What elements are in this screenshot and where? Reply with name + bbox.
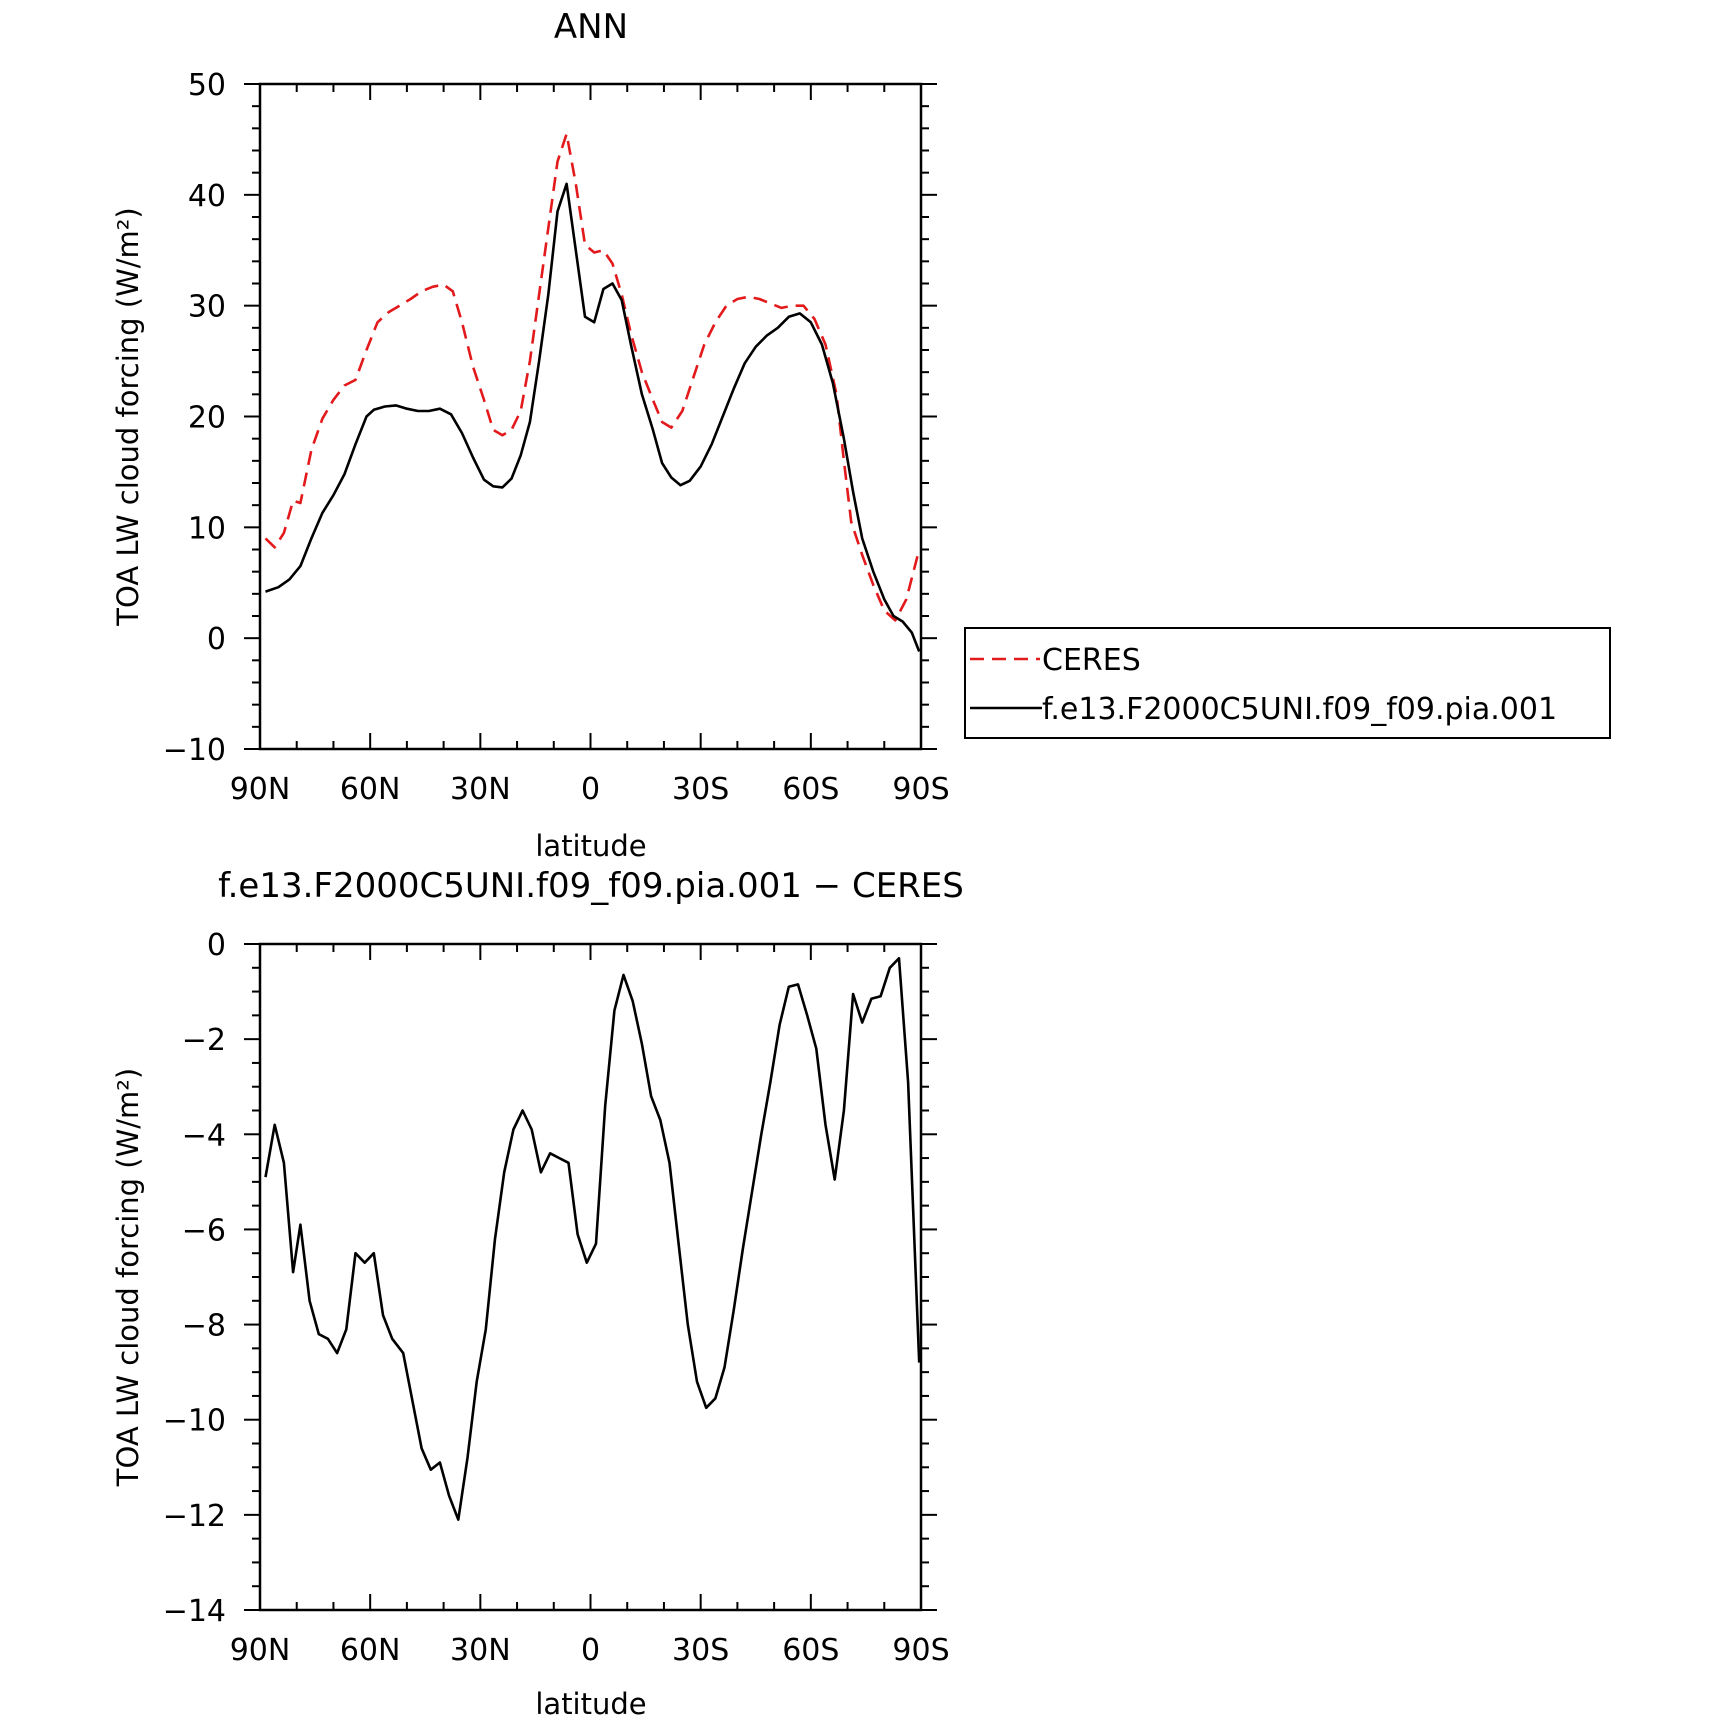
y-tick-label: 10 — [188, 511, 226, 546]
panel-1-series-line-1 — [265, 182, 921, 652]
y-tick-label: 20 — [188, 401, 226, 436]
y-tick-label: 0 — [207, 928, 226, 963]
y-tick-label: 0 — [207, 622, 226, 657]
x-tick-label: 60N — [340, 772, 401, 807]
y-tick-label: −10 — [163, 1404, 226, 1439]
x-tick-label: 30N — [450, 772, 511, 807]
panel-1-series — [264, 132, 921, 652]
x-tick-label: 30S — [672, 1633, 729, 1668]
legend-label-ceres: CERES — [1042, 643, 1141, 678]
panel-2-series — [264, 957, 921, 1521]
panel-2-title: f.e13.F2000C5UNI.f09_f09.pia.001 − CERES — [218, 866, 964, 906]
panel-difference: f.e13.F2000C5UNI.f09_f09.pia.001 − CERES… — [111, 866, 964, 1717]
panel-1-title: ANN — [554, 7, 628, 47]
x-tick-label: 0 — [581, 772, 600, 807]
y-tick-label: 30 — [188, 290, 226, 325]
y-tick-label: −2 — [182, 1023, 226, 1058]
x-tick-label: 30N — [450, 1633, 511, 1668]
panel-1-y-axis-title: TOA LW cloud forcing (W/m²) — [111, 207, 145, 626]
x-tick-label: 60N — [340, 1633, 401, 1668]
panel-annual: ANN 90N 60N 30N 0 30S 60S 90S −10 0 10 20 30 40 50 la… — [111, 7, 950, 863]
panel-1-ticks — [244, 83, 937, 750]
y-tick-label: −4 — [182, 1118, 226, 1153]
panel-1-x-axis-title: latitude — [535, 829, 646, 863]
panel-1-tick-labels: 90N 60N 30N 0 30S 60S 90S −10 0 10 20 30 40 50 — [163, 68, 950, 807]
x-tick-label: 30S — [672, 772, 729, 807]
x-tick-label: 0 — [581, 1633, 600, 1668]
x-tick-label: 60S — [782, 772, 839, 807]
panel-2-tick-labels: 90N 60N 30N 0 30S 60S 90S −14 −12 −10 −8 −6 −4 −2 0 — [163, 928, 950, 1668]
legend: CERES f.e13.F2000C5UNI.f09_f09.pia.001 — [964, 627, 1611, 739]
legend-box — [964, 627, 1611, 739]
y-tick-label: −14 — [163, 1594, 226, 1629]
x-tick-label: 60S — [782, 1633, 839, 1668]
y-tick-label: 50 — [188, 68, 226, 103]
y-tick-label: −10 — [163, 733, 226, 768]
x-tick-label: 90S — [892, 1633, 949, 1668]
panel-1-series-line-0 — [264, 132, 921, 622]
y-tick-label: −8 — [182, 1309, 226, 1344]
panel-2-y-axis-title: TOA LW cloud forcing (W/m²) — [111, 1068, 145, 1487]
y-tick-label: −12 — [163, 1499, 226, 1534]
y-tick-label: −6 — [182, 1213, 226, 1248]
x-tick-label: 90S — [892, 772, 949, 807]
panel-2-ticks — [244, 943, 937, 1611]
panel-2-series-line-0 — [264, 957, 921, 1521]
y-tick-label: 40 — [188, 179, 226, 214]
x-tick-label: 90N — [230, 772, 291, 807]
x-tick-label: 90N — [230, 1633, 291, 1668]
legend-label-model: f.e13.F2000C5UNI.f09_f09.pia.001 — [1042, 692, 1557, 727]
panel-2-x-axis-title: latitude — [535, 1687, 646, 1717]
